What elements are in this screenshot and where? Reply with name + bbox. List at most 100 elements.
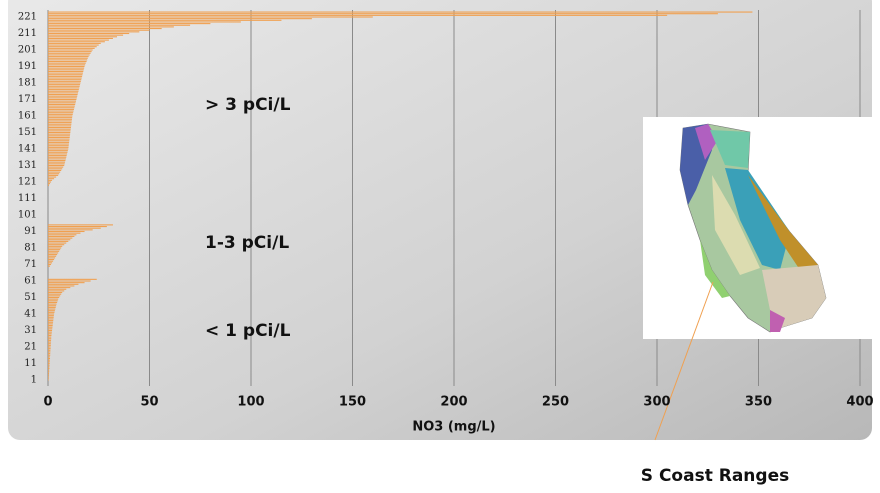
bar [48,246,62,247]
bar [48,379,49,380]
bar [48,241,68,242]
bar [48,117,72,118]
bar [48,231,85,232]
bar [48,363,50,364]
bar [48,343,51,344]
bar [48,145,69,146]
bar [48,64,85,65]
bar [48,305,56,306]
bar [48,325,53,326]
bar [48,76,82,77]
bar [48,234,76,235]
map-inset [643,117,873,339]
annotation: < 1 pCi/L [205,321,291,341]
bar [48,125,71,126]
x-tick-label: 300 [643,395,670,410]
bar [48,49,93,50]
bar [48,290,64,291]
bar [48,310,55,311]
bar [48,152,67,153]
bar [48,261,53,262]
bar [48,104,75,105]
bar [48,66,85,67]
bar [48,229,93,230]
bar [48,21,241,22]
bar [48,368,49,369]
bar [48,16,373,17]
bar [48,177,56,178]
bar [48,249,60,250]
bar [48,99,76,100]
bar [48,69,84,70]
bar [48,81,81,82]
bar [48,302,57,303]
bar [48,18,312,19]
bar [48,238,72,239]
bar [48,120,72,121]
bar [48,61,87,62]
bar [48,41,105,42]
bar [48,94,78,95]
bar [48,297,59,298]
bar [48,285,74,286]
x-tick-label: 250 [542,395,569,410]
y-tick-label: 151 [18,127,37,138]
annotation: S Coast Ranges [641,466,789,486]
bar [48,142,69,143]
bar [48,266,50,267]
bar [48,375,49,376]
bar [48,12,752,13]
bar [48,307,56,308]
bar [48,337,51,338]
bar [48,335,51,336]
bar [48,144,69,145]
bar [48,317,54,318]
y-tick-label: 81 [24,243,37,254]
bar [48,97,77,98]
bar [48,168,62,169]
bar [48,348,51,349]
bar [48,43,101,44]
bar [48,361,50,362]
bar [48,13,718,14]
bar [48,185,49,186]
y-tick-label: 211 [18,28,37,39]
bar [48,236,74,237]
bar [48,378,49,379]
bar [48,135,70,136]
bar [48,370,49,371]
bar [48,309,55,310]
bar [48,112,73,113]
bar [48,58,88,59]
bar [48,342,51,343]
bar [48,280,91,281]
bar [48,114,73,115]
bar [48,45,99,46]
bar [48,26,174,27]
y-tick-label: 1 [31,375,37,386]
bar [48,244,64,245]
y-tick-label: 71 [24,259,37,270]
bar [48,167,63,168]
bar [48,46,97,47]
y-tick-label: 141 [18,144,37,155]
bar [48,157,66,158]
bar [48,318,53,319]
bar [48,254,57,255]
bar [48,86,80,87]
y-tick-label: 181 [18,78,37,89]
bar [48,373,49,374]
bar [48,139,70,140]
bar [48,304,57,305]
bar [48,132,70,133]
bar [48,264,51,265]
bar [48,292,62,293]
bar [48,338,51,339]
bar [48,63,86,64]
bar [48,300,58,301]
bar [48,96,77,97]
bar [48,247,61,248]
bar [48,323,53,324]
bar [48,79,81,80]
annotation: 1-3 pCi/L [205,233,289,253]
